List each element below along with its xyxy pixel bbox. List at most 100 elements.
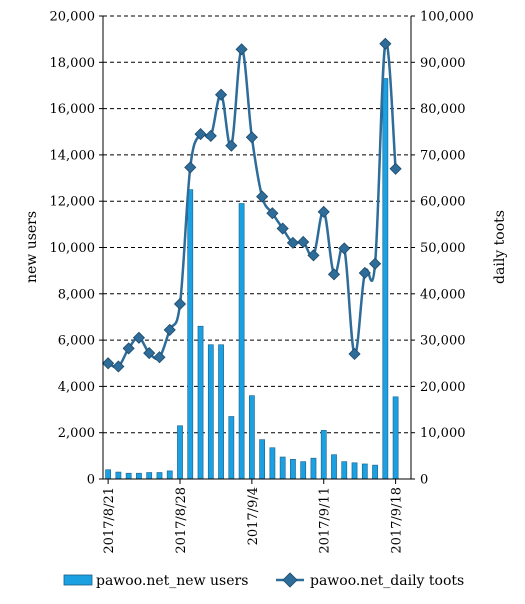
right-tick-label: 30,000: [420, 334, 466, 349]
left-tick-label: 0: [87, 473, 95, 488]
bar: [341, 461, 348, 480]
line-path: [107, 40, 397, 369]
x-tick-label: 2017/8/28: [174, 487, 189, 554]
x-tick-label: 2017/9/18: [390, 487, 405, 554]
line-point: [286, 236, 299, 249]
line-point: [358, 266, 371, 280]
left-tick-label: 14,000: [50, 148, 96, 163]
line-point: [276, 222, 289, 235]
bar: [238, 203, 245, 480]
line-point: [153, 351, 166, 364]
bar: [300, 461, 307, 480]
bar: [361, 463, 368, 480]
line-point: [102, 357, 115, 370]
right-tick-label: 70,000: [420, 148, 466, 163]
right-tick-label: 90,000: [420, 56, 466, 71]
bar: [320, 430, 327, 480]
right-tick-label: 20,000: [420, 380, 466, 395]
line-point: [163, 323, 176, 336]
bar: [187, 189, 194, 480]
bar: [228, 416, 235, 480]
bar: [146, 472, 153, 480]
line-point: [235, 43, 248, 56]
right-tick-label: 0: [420, 473, 428, 488]
line-point: [194, 127, 207, 141]
bar: [105, 469, 111, 480]
line-point: [184, 161, 197, 174]
line-point: [112, 360, 125, 373]
left-tick-label: 4,000: [58, 380, 95, 395]
x-tick-label: 2017/9/4: [246, 487, 261, 545]
x-tick-label: 2017/9/11: [318, 487, 333, 554]
bar: [331, 454, 337, 480]
gridlines: [103, 15, 411, 434]
bar: [249, 395, 255, 480]
bar: [382, 78, 389, 480]
legend-swatch-new-users: [63, 574, 93, 586]
line-point: [379, 37, 392, 50]
left-tick-label: 16,000: [50, 102, 96, 117]
right-tick-label: 80,000: [420, 102, 466, 117]
left-tick-label: 2,000: [58, 426, 95, 441]
line-point: [122, 342, 135, 355]
legend-label-new-users: pawoo.net_new users: [96, 573, 248, 589]
bar: [290, 459, 296, 480]
line-point: [307, 249, 320, 262]
bar: [166, 470, 173, 480]
bar: [279, 456, 286, 480]
right-tick-label: 40,000: [420, 287, 466, 302]
bar: [392, 396, 399, 480]
bar: [310, 457, 317, 480]
line-point: [327, 268, 341, 281]
legend: pawoo.net_new users pawoo.net_daily toot…: [63, 572, 464, 589]
legend-marker-daily-toots: [282, 572, 298, 588]
line-series-daily-toots: [102, 37, 402, 373]
line-point: [215, 88, 228, 101]
left-tick-label: 12,000: [50, 195, 96, 210]
bar: [207, 344, 214, 480]
x-tick-label: 2017/8/21: [102, 487, 117, 554]
legend-label-daily-toots: pawoo.net_daily toots: [310, 573, 464, 589]
line-point: [132, 331, 145, 344]
line-point: [256, 190, 269, 203]
bar: [115, 471, 122, 480]
line-point: [245, 131, 258, 144]
x-axis-ticks: 2017/8/21 2017/8/28 2017/9/4 2017/9/11 2017/…: [102, 479, 405, 554]
left-axis-ticks: 0 2,000 4,000 6,000 8,000 10,000 12,000 14,000 1…: [50, 10, 103, 488]
left-tick-label: 20,000: [50, 10, 96, 25]
left-axis-title: new users: [24, 211, 40, 283]
line-point: [225, 139, 238, 152]
bar: [372, 464, 378, 480]
line-point: [369, 257, 382, 270]
bar: [269, 447, 276, 480]
right-tick-label: 10,000: [420, 426, 466, 441]
left-tick-label: 6,000: [58, 334, 95, 349]
line-point: [297, 235, 310, 249]
line-point: [348, 347, 361, 361]
bar: [197, 325, 204, 480]
right-axis-ticks: 0 10,000 20,000 30,000 40,000 50,000 60,000 70,…: [411, 10, 474, 488]
bar: [136, 472, 142, 480]
bar: [351, 462, 358, 480]
line-point: [317, 205, 330, 218]
line-point: [266, 207, 279, 220]
left-tick-label: 8,000: [58, 287, 95, 302]
right-tick-label: 50,000: [420, 241, 466, 256]
line-point: [389, 162, 402, 175]
line-point: [204, 129, 217, 142]
left-tick-label: 18,000: [50, 56, 96, 71]
right-tick-label: 60,000: [420, 195, 466, 210]
bar: [177, 425, 183, 480]
right-axis-title: daily toots: [492, 210, 508, 284]
bar: [259, 439, 266, 480]
left-tick-label: 10,000: [50, 241, 96, 256]
line-point: [338, 242, 351, 255]
bar: [156, 472, 163, 480]
right-tick-label: 100,000: [420, 10, 474, 25]
bar: [218, 344, 224, 480]
bar: [125, 472, 132, 480]
line-point: [143, 346, 156, 360]
bar-series-new-users: [105, 78, 399, 480]
line-point: [173, 297, 187, 311]
